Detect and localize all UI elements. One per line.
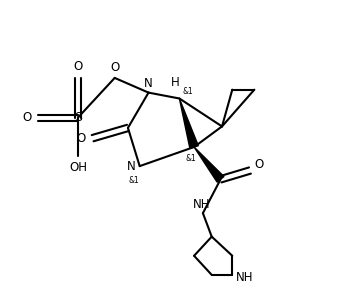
Text: N: N: [127, 160, 136, 173]
Text: O: O: [73, 60, 83, 73]
Text: N: N: [144, 77, 153, 90]
Text: NH: NH: [236, 271, 253, 284]
Text: NH: NH: [193, 198, 210, 211]
Text: O: O: [110, 61, 119, 74]
Polygon shape: [179, 98, 198, 148]
Text: S: S: [74, 111, 82, 124]
Text: &1: &1: [182, 87, 193, 96]
Text: &1: &1: [128, 176, 139, 185]
Text: OH: OH: [69, 161, 87, 174]
Text: O: O: [23, 111, 32, 124]
Text: O: O: [255, 158, 264, 171]
Text: &1: &1: [186, 154, 196, 163]
Text: H: H: [171, 76, 179, 89]
Text: O: O: [77, 132, 86, 145]
Polygon shape: [194, 147, 224, 182]
